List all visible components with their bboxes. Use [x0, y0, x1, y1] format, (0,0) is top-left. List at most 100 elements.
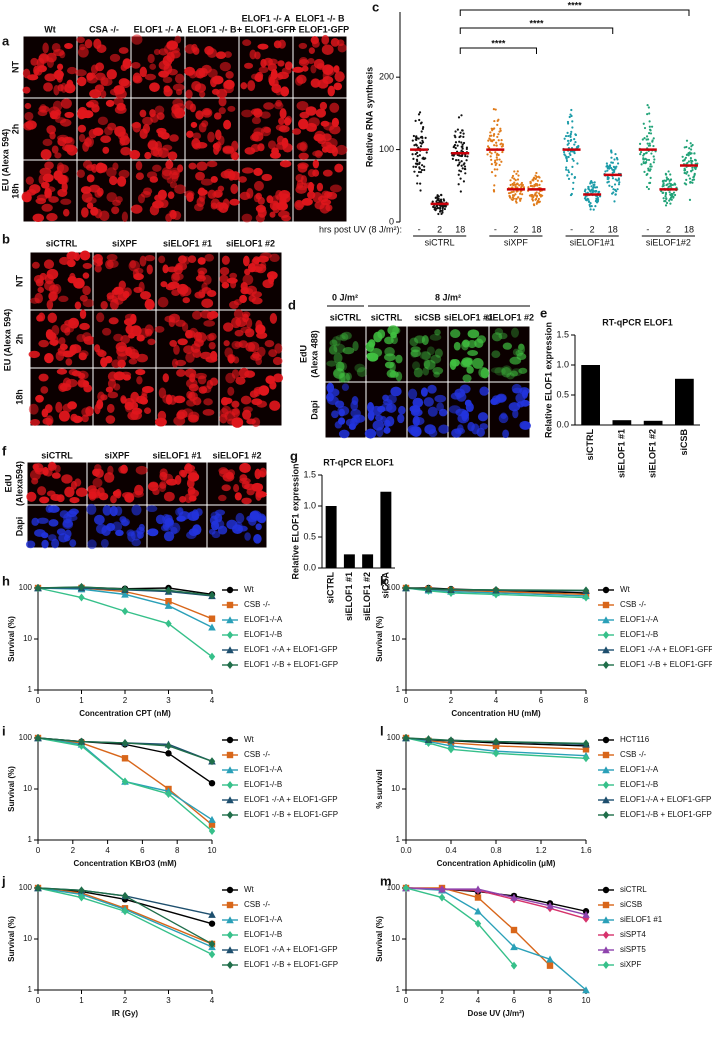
nucleus [129, 313, 137, 325]
nucleus [333, 343, 346, 354]
nucleus [44, 404, 53, 413]
dot [493, 119, 496, 123]
dot [532, 176, 536, 179]
marker [226, 961, 234, 969]
nucleus [100, 301, 108, 310]
marker [226, 661, 234, 669]
nucleus [203, 398, 213, 406]
nucleus [490, 398, 498, 406]
nucleus [62, 136, 73, 144]
dot [416, 174, 419, 177]
y-tick-label: 10 [391, 934, 400, 943]
y-axis-label: Relative ELOF1 expression [543, 322, 553, 438]
dot [416, 151, 419, 154]
dot [515, 190, 518, 193]
panel-letter: b [2, 231, 10, 246]
dot [566, 174, 569, 177]
dot [494, 163, 497, 167]
dot [667, 170, 670, 173]
nucleus [427, 384, 437, 394]
nucleus [88, 184, 101, 193]
nucleus [321, 44, 334, 55]
nucleus [348, 423, 356, 430]
dot [639, 150, 643, 154]
row-label: Dapi [309, 400, 319, 420]
dot [662, 182, 665, 185]
nucleus [69, 539, 77, 547]
nucleus [44, 73, 57, 82]
nucleus [240, 395, 252, 405]
panel-letter: f [2, 443, 7, 458]
dot [534, 192, 537, 195]
marker [165, 750, 172, 757]
nucleus [45, 329, 54, 340]
dot [570, 114, 573, 118]
nucleus [165, 160, 174, 170]
dot [666, 178, 669, 181]
dot [454, 147, 457, 150]
nucleus [420, 387, 428, 397]
marker [165, 619, 172, 628]
nucleus [307, 181, 315, 193]
marker [208, 910, 216, 918]
dot [608, 165, 612, 168]
dot [441, 207, 444, 210]
dot-cloud [486, 108, 505, 193]
marker [602, 946, 610, 954]
nucleus [230, 280, 237, 289]
dot [512, 194, 516, 197]
nucleus [410, 346, 421, 353]
dot [563, 137, 566, 140]
dot [669, 178, 673, 181]
nucleus [201, 107, 213, 118]
dot [421, 136, 424, 140]
nucleus [144, 324, 154, 336]
dot [421, 139, 424, 142]
dot [457, 116, 461, 119]
dot [688, 177, 692, 180]
nucleus [56, 528, 66, 536]
y-tick-label: 100 [387, 883, 401, 892]
dot [689, 142, 692, 145]
nucleus [188, 162, 197, 170]
nucleus [250, 108, 262, 116]
dot [494, 151, 497, 154]
x-tick-label: 2 [71, 846, 76, 855]
dot [605, 162, 608, 165]
dot [494, 108, 497, 111]
dot [570, 108, 573, 112]
dot [618, 181, 621, 184]
nucleus [48, 196, 59, 203]
nucleus [208, 528, 216, 535]
dot [516, 170, 519, 173]
bracket [459, 47, 537, 54]
nucleus [179, 495, 187, 503]
dot [511, 176, 514, 179]
nucleus [149, 63, 157, 70]
marker [34, 584, 42, 592]
dot [441, 206, 444, 209]
x-tick-label: siELOF1 #2 [362, 572, 372, 621]
dot [669, 184, 673, 187]
nucleus [33, 65, 40, 76]
dot [572, 159, 575, 162]
nucleus [173, 264, 183, 275]
dot [650, 152, 653, 155]
nucleus [398, 405, 406, 415]
marker [602, 766, 610, 774]
nucleus [386, 394, 397, 404]
nucleus [42, 417, 53, 425]
nucleus [81, 414, 89, 423]
nucleus [310, 36, 319, 45]
dot [688, 151, 691, 154]
nucleus [167, 68, 178, 76]
nucleus [429, 333, 442, 341]
dot [439, 206, 442, 209]
dot [514, 193, 517, 196]
nucleus [115, 196, 123, 203]
dot [494, 159, 497, 162]
nucleus [292, 128, 302, 135]
nucleus [299, 141, 308, 152]
dot [460, 114, 463, 117]
dot [571, 165, 574, 168]
